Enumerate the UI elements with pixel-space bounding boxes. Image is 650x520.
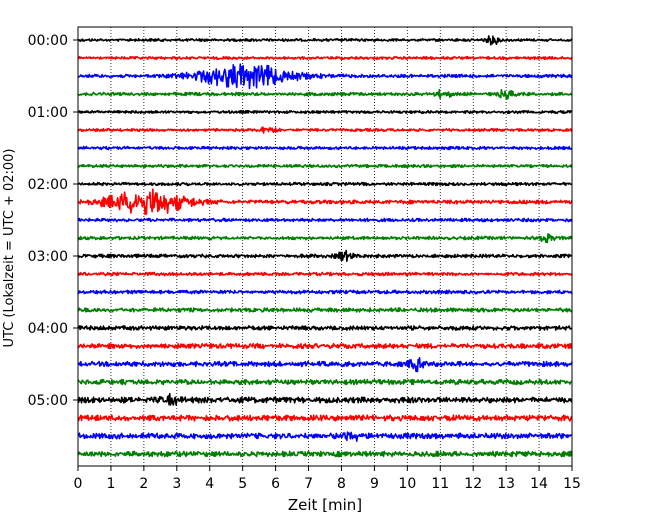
x-tick-label: 8 — [337, 476, 346, 492]
seismic-trace — [77, 126, 573, 134]
seismic-trace — [77, 35, 573, 46]
seismic-trace — [77, 163, 573, 169]
x-tick-label: 1 — [106, 476, 115, 492]
seismic-trace — [77, 392, 573, 406]
x-axis-ticks: 0 1 2 3 4 5 6 7 8 9 10 11 12 13 14 15 — [74, 466, 581, 492]
seismic-trace — [77, 357, 573, 373]
x-tick-label: 13 — [497, 476, 515, 492]
y-tick-label: 00:00 — [28, 33, 68, 49]
y-tick-label: 05:00 — [28, 393, 68, 409]
x-tick-label: 11 — [431, 476, 449, 492]
y-axis-ticks: 00:00 01:00 02:00 03:00 04:00 05:00 — [28, 33, 78, 409]
x-tick-label: 6 — [271, 476, 280, 492]
seismic-trace — [77, 55, 573, 61]
seismic-trace — [77, 342, 573, 350]
y-tick-label: 03:00 — [28, 249, 68, 265]
seismic-trace — [77, 307, 573, 313]
y-tick-label: 01:00 — [28, 105, 68, 121]
x-tick-label: 2 — [139, 476, 148, 492]
x-axis-label: Zeit [min] — [288, 496, 362, 514]
grid-lines — [110, 27, 540, 466]
seismic-trace — [77, 249, 573, 262]
x-tick-label: 4 — [205, 476, 214, 492]
y-tick-label: 02:00 — [28, 177, 68, 193]
seismic-trace — [77, 289, 573, 295]
x-tick-label: 7 — [304, 476, 313, 492]
x-tick-label: 3 — [172, 476, 181, 492]
y-axis-label: UTC (Lokalzeit = UTC + 02:00) — [2, 149, 17, 348]
seismic-trace — [77, 63, 573, 90]
x-tick-label: 10 — [398, 476, 416, 492]
seismic-trace — [77, 233, 573, 244]
plot-frame — [77, 26, 573, 467]
seismic-trace — [77, 88, 573, 100]
x-tick-label: 15 — [563, 476, 581, 492]
x-tick-label: 5 — [238, 476, 247, 492]
seismic-trace — [77, 188, 573, 216]
x-tick-label: 12 — [464, 476, 482, 492]
seismic-trace — [77, 325, 573, 331]
seismic-trace — [77, 431, 573, 442]
seismic-trace — [77, 109, 573, 115]
seismic-trace — [77, 181, 573, 187]
seismic-trace — [77, 378, 573, 386]
seismic-trace — [77, 271, 573, 277]
seismic-trace — [77, 414, 573, 422]
x-tick-label: 0 — [74, 476, 83, 492]
seismic-trace — [77, 217, 573, 223]
seismic-traces — [77, 35, 573, 458]
y-tick-label: 04:00 — [28, 321, 68, 337]
x-tick-label: 14 — [530, 476, 548, 492]
seismic-trace — [77, 145, 573, 151]
x-tick-label: 9 — [370, 476, 379, 492]
seismic-trace — [77, 450, 573, 458]
